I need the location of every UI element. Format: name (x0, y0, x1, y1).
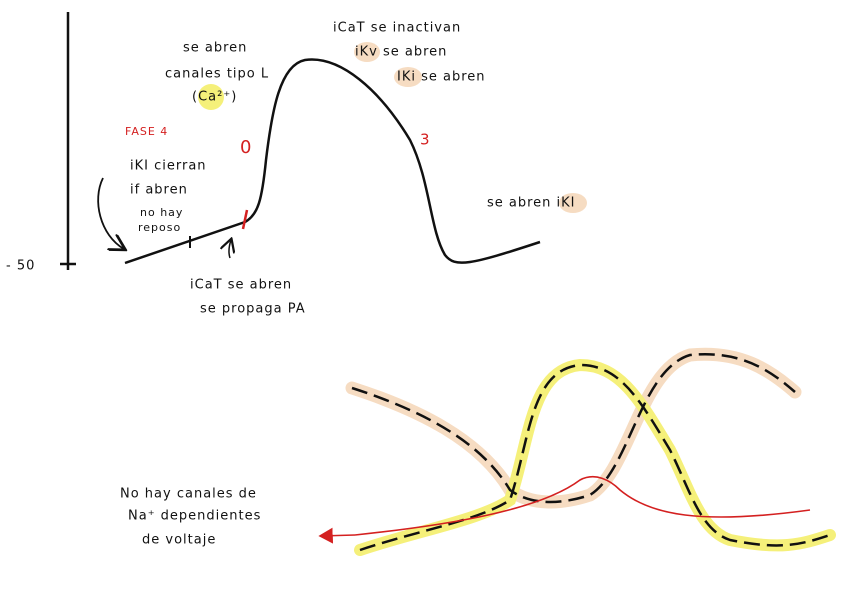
label: No hay canales de (120, 487, 257, 502)
label: 0 (240, 137, 252, 158)
label: (Ca²⁺) (192, 90, 237, 105)
conductance-band (345, 347, 802, 509)
label: iKv se abren (355, 45, 447, 60)
highlight (559, 193, 587, 213)
action-potential (124, 58, 541, 265)
label: iKI cierran (130, 159, 207, 174)
label: se abren iKI (487, 196, 576, 211)
conductance-curve (351, 352, 796, 504)
label: se propaga PA (200, 302, 306, 317)
arrow (97, 177, 124, 249)
highlight (198, 84, 224, 110)
mark (241, 209, 249, 230)
axis-label: - 50 (6, 259, 35, 274)
label: de voltaje (142, 533, 216, 548)
label: if abren (130, 183, 188, 198)
label: reposo (138, 221, 181, 234)
label: se abren (183, 41, 247, 56)
label: IKi se abren (397, 70, 486, 85)
arrow (229, 240, 231, 259)
label: 3 (420, 131, 431, 149)
label: canales tipo L (165, 67, 269, 82)
highlight (394, 67, 422, 87)
arrow (318, 527, 356, 544)
highlight (354, 42, 380, 62)
label: iCaT se inactivan (333, 21, 461, 36)
conductance-curve (359, 363, 831, 552)
conductance-band (354, 358, 836, 556)
label: FASE 4 (125, 125, 168, 138)
label: no hay (140, 206, 183, 219)
label: iCaT se abren (190, 278, 292, 293)
label: Na⁺ dependientes (128, 509, 261, 524)
current-curve (354, 475, 811, 536)
